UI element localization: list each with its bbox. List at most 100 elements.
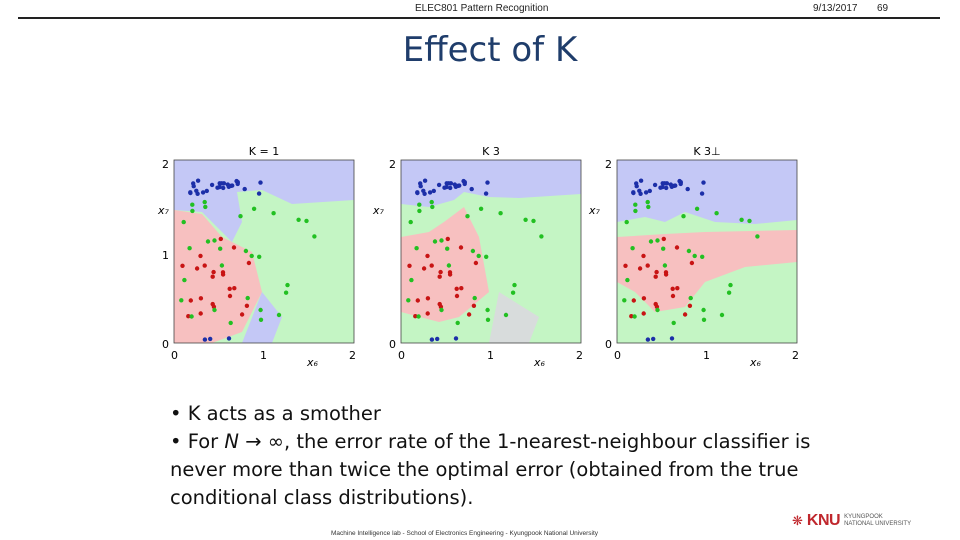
red-point: [661, 236, 666, 242]
green-point: [243, 248, 249, 254]
blue-point: [446, 181, 451, 186]
green-point: [478, 206, 484, 211]
emblem-icon: ❋: [792, 513, 803, 529]
xtick: 0: [398, 349, 405, 362]
green-point: [245, 295, 250, 301]
blue-point: [435, 336, 440, 342]
limit-expression: N → ∞: [224, 430, 284, 453]
blue-point: [651, 336, 656, 342]
green-point: [470, 248, 476, 254]
ylabel: x₇: [157, 204, 170, 217]
green-point: [182, 277, 187, 283]
blue-point: [219, 181, 224, 186]
bullet-list: • K acts as a smother • For N → ∞, the e…: [170, 400, 850, 512]
red-point: [198, 253, 203, 259]
blue-point: [662, 181, 667, 186]
blue-point: [421, 188, 426, 193]
blue-point: [429, 337, 435, 342]
green-point: [276, 312, 282, 318]
red-point: [188, 298, 193, 303]
red-point: [445, 236, 450, 242]
green-point: [212, 238, 217, 243]
green-point: [203, 204, 208, 210]
red-point: [631, 298, 636, 303]
red-point: [689, 260, 695, 266]
blue-point: [647, 188, 652, 194]
xtick: 1: [487, 349, 494, 362]
red-point: [459, 286, 464, 291]
region-blue: [174, 160, 354, 242]
red-point: [415, 298, 420, 303]
region-blue-2: [242, 292, 282, 343]
green-point: [304, 218, 309, 224]
logo-sub-1: KYUNGPOOK: [844, 514, 883, 520]
red-point: [425, 311, 430, 316]
blue-point: [448, 185, 453, 191]
red-point: [220, 272, 226, 277]
green-point: [406, 298, 411, 303]
blue-point: [209, 182, 215, 188]
course-name: ELEC801 Pattern Recognition: [415, 3, 549, 14]
xtick: 0: [614, 349, 621, 362]
xlabel: x₆: [749, 356, 762, 369]
green-point: [662, 263, 668, 268]
red-point: [438, 269, 443, 275]
green-point: [476, 253, 481, 259]
green-point: [739, 217, 744, 222]
green-point: [655, 238, 660, 243]
blue-point: [427, 190, 433, 195]
ytick: 2: [605, 158, 612, 171]
red-point: [654, 269, 659, 275]
blue-point: [215, 185, 220, 190]
knn-figure: K = 1 x₇ 2 1 0 0 1 2 x₆ K 3 x₇ 2 0 0 1 2…: [157, 145, 799, 369]
blue-point: [258, 180, 263, 185]
blue-point: [452, 182, 457, 187]
blue-point: [194, 188, 199, 193]
ytick: 2: [162, 158, 169, 171]
green-point: [755, 234, 760, 239]
green-point: [630, 246, 635, 251]
green-point: [190, 208, 195, 214]
green-point: [189, 314, 194, 319]
green-point: [296, 217, 301, 222]
red-point: [471, 303, 477, 308]
red-point: [466, 312, 472, 317]
blue-point: [225, 182, 230, 187]
green-point: [472, 295, 477, 301]
green-point: [645, 199, 650, 205]
green-point: [408, 219, 413, 225]
logo-brand: KNU: [806, 512, 841, 529]
green-point: [681, 214, 686, 219]
green-point: [430, 204, 435, 210]
blue-point: [226, 336, 232, 341]
green-point: [414, 246, 419, 251]
red-point: [437, 274, 442, 279]
green-point: [429, 199, 434, 205]
green-point: [312, 234, 317, 239]
red-point: [180, 263, 185, 268]
blue-point: [699, 191, 705, 196]
header-rule: [18, 17, 940, 19]
green-point: [625, 277, 630, 283]
blue-point: [235, 181, 240, 187]
green-point: [238, 214, 243, 219]
green-point: [258, 307, 263, 313]
green-point: [633, 208, 638, 214]
blue-point: [422, 178, 428, 183]
green-point: [445, 246, 450, 251]
blue-point: [442, 185, 447, 190]
blue-point: [669, 336, 675, 341]
green-point: [719, 312, 725, 318]
blue-point: [668, 182, 673, 187]
green-point: [686, 248, 692, 254]
blue-point: [415, 190, 420, 196]
red-point: [473, 260, 479, 266]
slide-date: 9/13/2017: [813, 3, 858, 14]
region-mixed: [489, 292, 539, 343]
blue-point: [457, 183, 462, 188]
blue-point: [208, 336, 213, 342]
blue-point: [453, 336, 459, 341]
logo-sub-2: NATIONAL UNIVERSITY: [844, 521, 912, 527]
red-point: [244, 303, 250, 308]
green-point: [485, 317, 491, 322]
